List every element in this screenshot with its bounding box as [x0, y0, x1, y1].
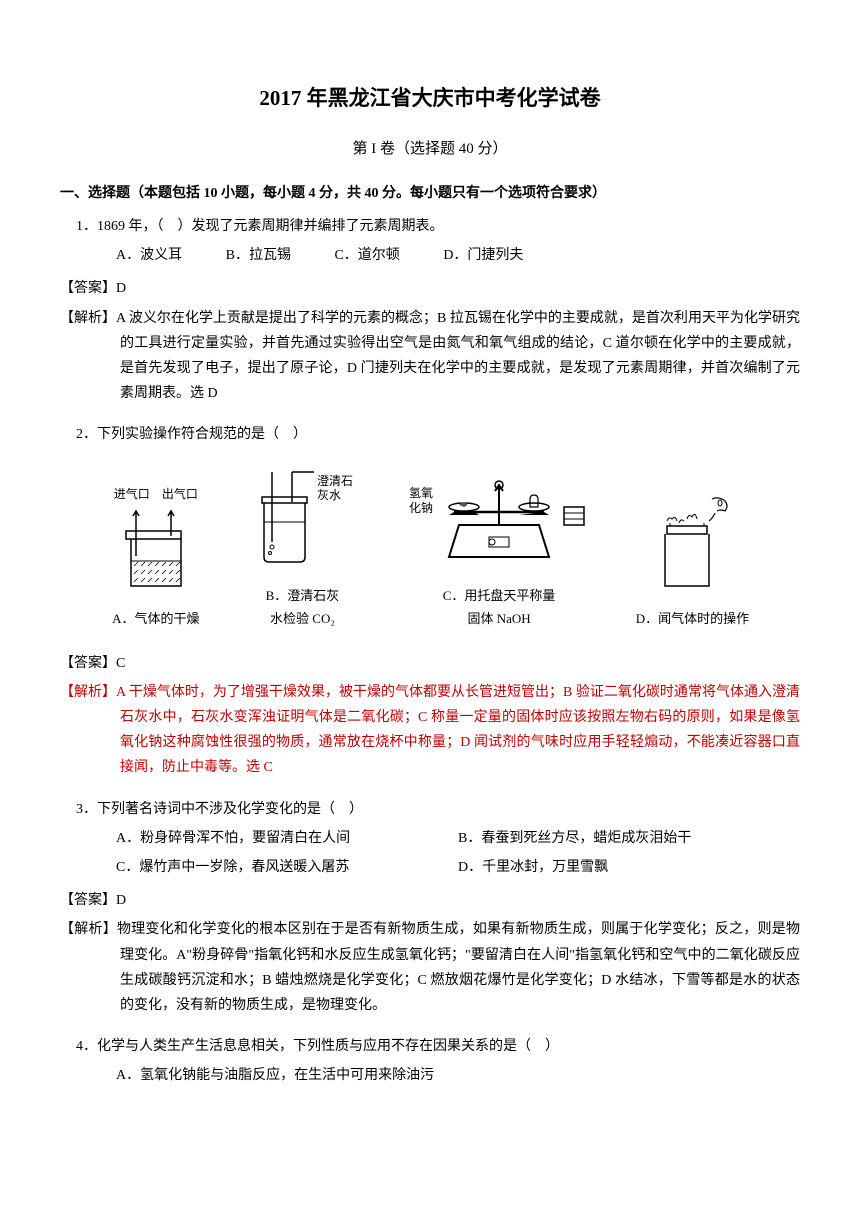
q1-analysis: 【解析】A 波义尔在化学上贡献是提出了科学的元素的概念；B 拉瓦锡在化学中的主要…: [60, 306, 800, 407]
q2-analysis: 【解析】A 干燥气体时，为了增强干燥效果，被干燥的气体都要从长管进短管出；B 验…: [60, 680, 800, 781]
question-1: 1．1869 年，（ ）发现了元素周期律并编排了元素周期表。 A．波义耳 B．拉…: [60, 214, 800, 268]
question-4: 4．化学与人类生产生活息息相关，下列性质与应用不存在因果关系的是（ ） A．氢氧…: [60, 1034, 800, 1088]
q4-opt-a: A．氢氧化钠能与油脂反应，在生活中可用来除油污: [76, 1063, 800, 1088]
fig-c-caption2: 固体 NaOH: [404, 607, 594, 630]
q3-opt-a: A．粉身碎骨浑不怕，要留清白在人间: [116, 826, 458, 851]
q4-text: 4．化学与人类生产生活息息相关，下列性质与应用不存在因果关系的是（ ）: [76, 1034, 800, 1059]
q1-opt-c: C．道尔顿: [334, 243, 399, 268]
fig-a-label-out: 出气口: [162, 487, 198, 501]
svg-text:化钠: 化钠: [409, 500, 433, 515]
fig-a-label-in: 进气口: [114, 487, 150, 501]
q1-opt-d: D．门捷列夫: [443, 243, 523, 268]
figure-a: 进气口 出气口 A．气体的干燥: [111, 484, 201, 630]
q2-figures: 进气口 出气口 A．气体的干燥 澄清石 灰水: [60, 457, 800, 640]
q1-answer: 【答案】D: [60, 276, 800, 301]
svg-text:氢氧: 氢氧: [409, 485, 433, 500]
q1-analysis-text: 【解析】A 波义尔在化学上贡献是提出了科学的元素的概念；B 拉瓦锡在化学中的主要…: [60, 306, 800, 407]
section-header: 一、选择题（本题包括 10 小题，每小题 4 分，共 40 分。每小题只有一个选…: [60, 181, 800, 206]
q3-opt-b: B．春蚕到死丝方尽，蜡炬成灰泪始干: [458, 826, 800, 851]
q2-analysis-text: 【解析】A 干燥气体时，为了增强干燥效果，被干燥的气体都要从长管进短管出；B 验…: [60, 680, 800, 781]
exam-subtitle: 第 I 卷（选择题 40 分）: [60, 136, 800, 163]
exam-title: 2017 年黑龙江省大庆市中考化学试卷: [60, 80, 800, 118]
figure-d: D．闻气体时的操作: [636, 491, 749, 631]
figure-c-svg: 氢氧 化钠: [404, 467, 594, 572]
q2-text: 2．下列实验操作符合规范的是（ ）: [76, 422, 800, 447]
figure-b-svg: 澄清石 灰水: [242, 467, 362, 572]
question-3: 3．下列著名诗词中不涉及化学变化的是（ ） A．粉身碎骨浑不怕，要留清白在人间 …: [60, 797, 800, 881]
svg-text:灰水: 灰水: [317, 488, 341, 502]
q3-opt-d: D．千里冰封，万里雪飘: [458, 855, 800, 880]
q3-analysis-text: 【解析】物理变化和化学变化的根本区别在于是否有新物质生成，如果有新物质生成，则属…: [60, 917, 800, 1018]
q3-answer: 【答案】D: [60, 888, 800, 913]
figure-d-svg: [637, 491, 747, 596]
q3-analysis: 【解析】物理变化和化学变化的根本区别在于是否有新物质生成，如果有新物质生成，则属…: [60, 917, 800, 1018]
fig-a-caption: A．气体的干燥: [111, 607, 201, 630]
figure-b: 澄清石 灰水 B．澄清石灰 水检验 CO₂: [242, 467, 362, 630]
question-2: 2．下列实验操作符合规范的是（ ）: [60, 422, 800, 447]
q3-opt-c: C．爆竹声中一岁除，春风送暖入屠苏: [116, 855, 458, 880]
fig-c-caption1: C．用托盘天平称量: [404, 584, 594, 607]
q1-opt-b: B．拉瓦锡: [226, 243, 291, 268]
fig-b-caption2: 水检验 CO₂: [242, 607, 362, 630]
q1-options: A．波义耳 B．拉瓦锡 C．道尔顿 D．门捷列夫: [76, 243, 800, 268]
q1-text: 1．1869 年，（ ）发现了元素周期律并编排了元素周期表。: [76, 214, 800, 239]
figure-c: 氢氧 化钠 C．用托盘天平称量 固体 NaOH: [404, 467, 594, 630]
q3-options: A．粉身碎骨浑不怕，要留清白在人间 B．春蚕到死丝方尽，蜡炬成灰泪始干 C．爆竹…: [76, 826, 800, 880]
q1-opt-a: A．波义耳: [116, 243, 182, 268]
fig-d-caption: D．闻气体时的操作: [636, 607, 749, 630]
q2-answer: 【答案】C: [60, 651, 800, 676]
figure-a-svg: [111, 506, 201, 596]
fig-b-caption1: B．澄清石灰: [242, 584, 362, 607]
fig-b-label-text: 澄清石: [317, 473, 353, 488]
q3-text: 3．下列著名诗词中不涉及化学变化的是（ ）: [76, 797, 800, 822]
